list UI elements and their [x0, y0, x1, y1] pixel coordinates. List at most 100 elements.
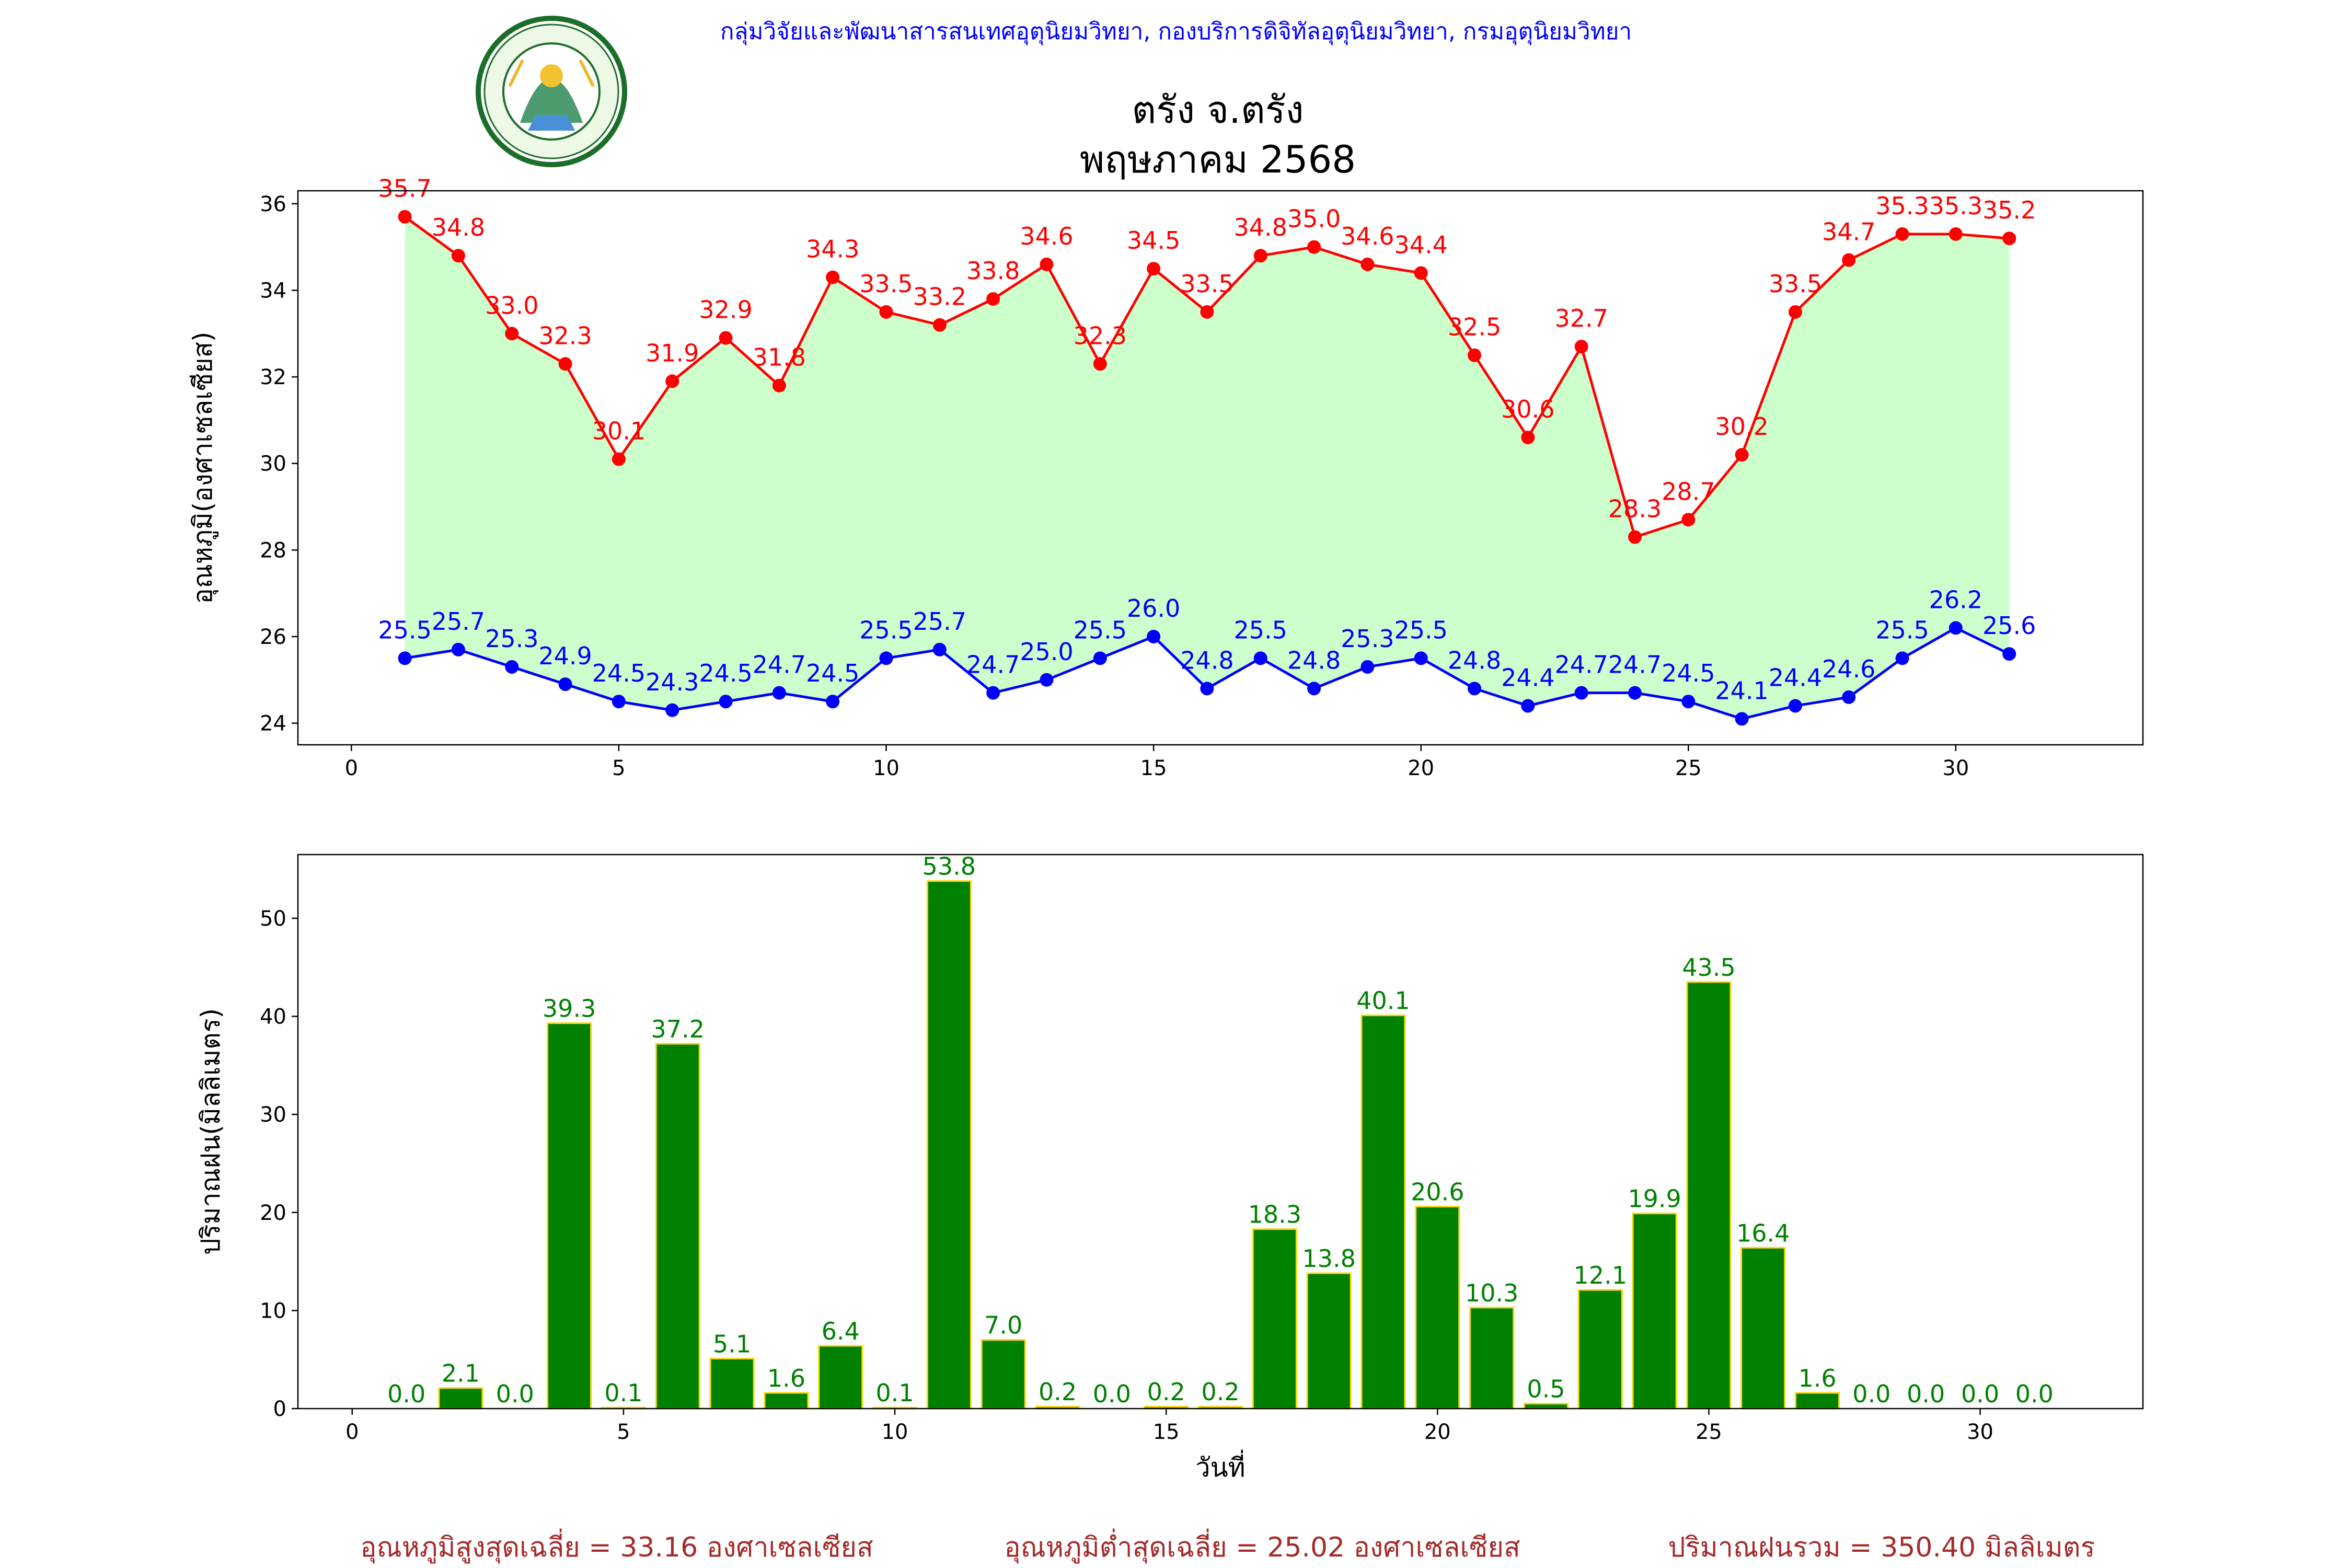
rain-bar: [1795, 1392, 1840, 1410]
temp-ytick-label: 24: [260, 712, 286, 736]
max-temperature-label: 35.3: [1875, 192, 1929, 220]
rain-bar: [1252, 1228, 1297, 1410]
max-temperature-point: [826, 270, 840, 284]
rain-bar-label: 6.4: [822, 1317, 860, 1345]
rain-bar-label: 0.0: [1907, 1380, 1945, 1408]
rain-xtick-label: 25: [1696, 1420, 1722, 1444]
max-temperature-point: [1147, 262, 1161, 276]
min-temperature-point: [451, 642, 465, 656]
max-temperature-label: 32.5: [1448, 313, 1501, 341]
rain-bar-label: 16.4: [1736, 1219, 1790, 1247]
max-temperature-label: 31.9: [645, 339, 699, 367]
min-temperature-point: [879, 651, 893, 665]
max-temperature-label: 35.7: [378, 175, 431, 203]
min-temperature-label: 24.1: [1715, 676, 1768, 705]
min-temperature-point: [1895, 651, 1909, 665]
rain-bar: [1361, 1014, 1406, 1410]
min-temperature-point: [1253, 651, 1267, 665]
max-temperature-point: [1842, 253, 1856, 267]
min-temperature-label: 25.3: [485, 625, 538, 653]
max-temperature-label: 34.5: [1127, 226, 1180, 255]
min-temperature-point: [1361, 660, 1375, 674]
max-temperature-point: [451, 249, 465, 263]
min-temperature-point: [1735, 712, 1749, 726]
rain-bar: [547, 1022, 592, 1410]
rain-bar-label: 19.9: [1628, 1185, 1681, 1213]
rainfall-plot-frame: [297, 854, 2144, 1410]
max-temperature-point: [1468, 348, 1482, 362]
min-temperature-label: 24.7: [753, 651, 806, 679]
temperature-chart: 0 5 10 15 20 25 30 24 26 28 30 32 34 36 อุณหภูมิ(องศาเ…: [188, 175, 2144, 780]
max-temperature-point: [1093, 357, 1107, 371]
max-temperature-point: [1788, 305, 1802, 319]
rain-bar: [926, 880, 972, 1410]
min-temperature-label: 24.5: [699, 659, 752, 687]
temp-ytick-label: 34: [260, 279, 286, 303]
rain-bar: [655, 1043, 700, 1410]
rain-xtick-label: 10: [882, 1420, 908, 1444]
rain-ytick-label: 0: [273, 1397, 286, 1421]
min-temperature-point: [1788, 699, 1802, 713]
rain-bar-label: 1.6: [767, 1364, 805, 1392]
rain-bar-label: 0.5: [1527, 1375, 1565, 1403]
temp-xtick-label: 5: [612, 756, 625, 780]
max-temperature-label: 32.9: [699, 296, 752, 324]
min-temperature-label: 24.5: [806, 659, 859, 687]
rain-bar: [818, 1345, 863, 1410]
min-temperature-label: 26.2: [1929, 585, 1982, 614]
rain-bar-label: 10.3: [1465, 1279, 1518, 1307]
min-temperature-point: [612, 695, 626, 709]
max-temperature-point: [1361, 257, 1375, 271]
min-temperature-point: [932, 642, 947, 656]
temp-xtick-label: 30: [1942, 756, 1969, 780]
min-temperature-point: [826, 695, 840, 709]
min-temperature-label: 25.5: [859, 616, 913, 644]
temp-xtick-label: 25: [1675, 756, 1702, 780]
rain-bar-label: 40.1: [1356, 987, 1410, 1015]
rain-bar-label: 0.1: [875, 1379, 914, 1407]
max-temperature-point: [1040, 257, 1054, 271]
rain-bar-label: 0.2: [1201, 1378, 1239, 1406]
rain-ytick-label: 20: [260, 1201, 286, 1225]
rain-bar: [1469, 1307, 1515, 1410]
min-temperature-point: [505, 660, 519, 674]
max-temperature-point: [1895, 227, 1909, 241]
temperature-plot-frame: [297, 190, 2144, 746]
rain-bar: [1740, 1247, 1786, 1410]
max-temperature-label: 34.8: [1234, 213, 1287, 241]
max-temperature-point: [1253, 249, 1267, 263]
min-temperature-point: [1681, 695, 1696, 709]
max-temperature-label: 33.5: [1180, 270, 1233, 298]
min-temperature-point: [1040, 673, 1054, 687]
temp-ytick-label: 28: [260, 538, 286, 562]
max-temperature-point: [665, 374, 679, 388]
rain-bar-label: 18.3: [1248, 1201, 1301, 1229]
rain-bar-label: 37.2: [651, 1015, 705, 1043]
min-temperature-label: 24.8: [1180, 646, 1233, 674]
rain-bar-label: 12.1: [1574, 1261, 1627, 1289]
temp-ytick-label: 26: [260, 625, 286, 649]
min-temperature-point: [665, 703, 679, 717]
max-temperature-point: [2002, 232, 2016, 246]
max-temperature-label: 34.6: [1341, 222, 1394, 250]
max-temperature-label: 32.3: [538, 321, 592, 350]
chart-title-line2: พฤษภาคม 2568: [1080, 137, 1356, 181]
rain-bar: [1523, 1403, 1569, 1410]
rain-bar-label: 0.0: [1093, 1380, 1131, 1408]
max-temperature-point: [558, 357, 572, 371]
min-temperature-label: 24.3: [645, 668, 699, 696]
rain-xtick-label: 30: [1967, 1420, 1993, 1444]
min-temperature-point: [1093, 651, 1107, 665]
rain-bar-label: 0.0: [1852, 1380, 1890, 1408]
min-temperature-point: [1307, 682, 1321, 696]
max-temperature-label: 28.3: [1608, 495, 1662, 523]
min-temperature-point: [1468, 682, 1482, 696]
max-temperature-label: 34.4: [1394, 230, 1447, 259]
min-temperature-label: 25.5: [1875, 616, 1929, 644]
max-temperature-point: [1574, 340, 1588, 354]
rain-xtick-label: 20: [1424, 1420, 1451, 1444]
max-temperature-label: 33.8: [966, 257, 1020, 285]
temp-ytick-label: 36: [260, 192, 286, 216]
rain-bar-label: 1.6: [1798, 1364, 1836, 1392]
rain-bar-label: 2.1: [442, 1359, 480, 1388]
